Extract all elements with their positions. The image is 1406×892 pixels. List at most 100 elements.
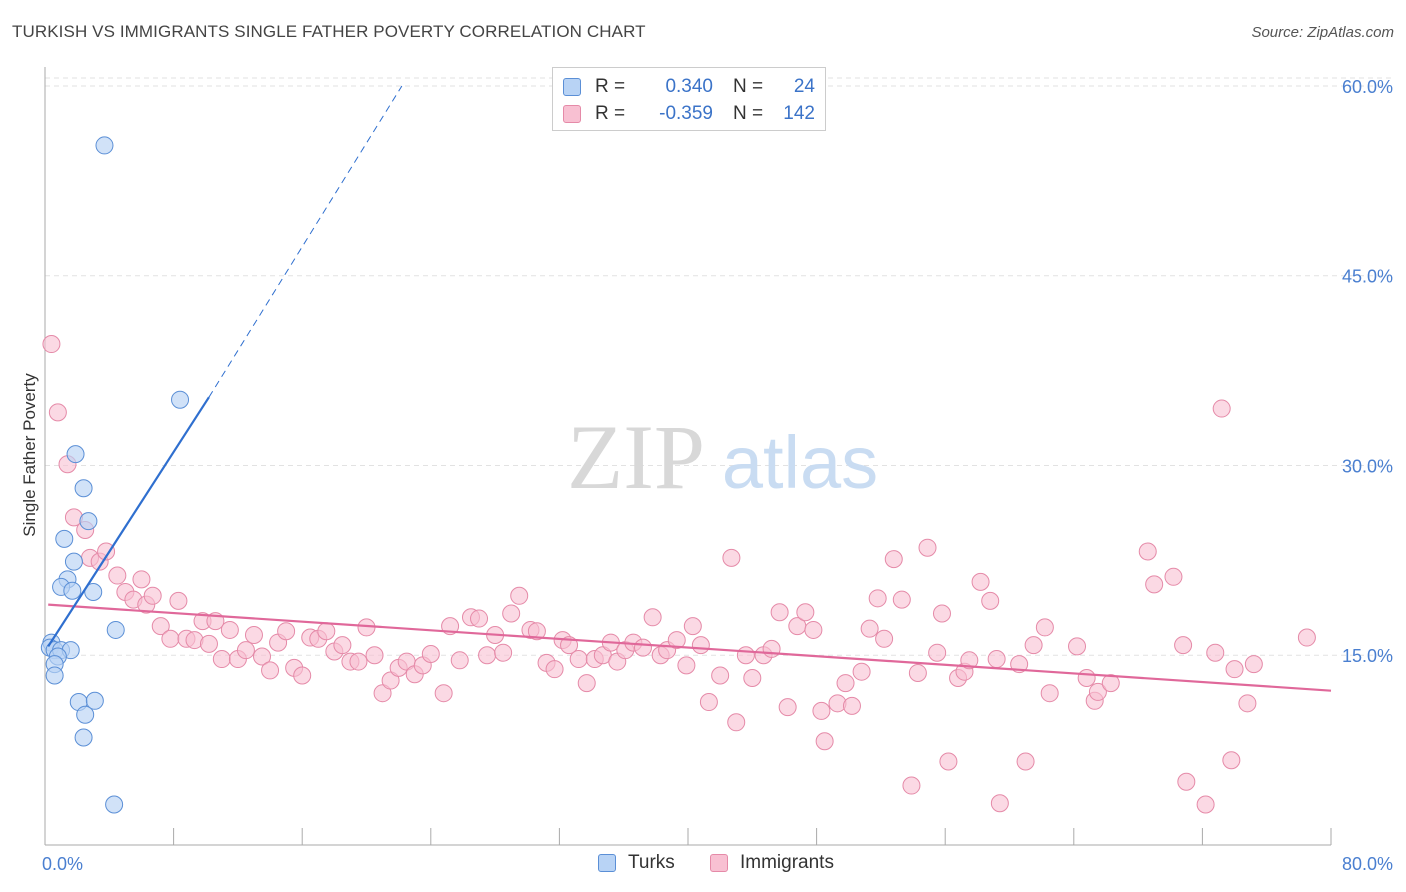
immigrants-point xyxy=(253,647,272,666)
immigrants-point xyxy=(261,661,280,680)
axes xyxy=(44,67,1332,846)
immigrants-point xyxy=(1035,618,1054,637)
turks-point xyxy=(63,581,82,600)
immigrants-point xyxy=(1164,567,1183,586)
immigrants-point xyxy=(450,651,469,670)
immigrants-point xyxy=(220,620,239,639)
immigrants-point xyxy=(736,646,755,665)
immigrants-point xyxy=(1040,684,1059,703)
immigrants-point xyxy=(932,604,951,623)
immigrants-point xyxy=(990,794,1009,813)
n-label: N = xyxy=(733,103,764,124)
immigrants-point xyxy=(1174,636,1193,655)
immigrants-point xyxy=(699,693,718,712)
immigrants-point xyxy=(796,603,815,622)
immigrants-point xyxy=(1244,655,1263,674)
immigrants-point xyxy=(527,622,546,641)
immigrants-point xyxy=(939,752,958,771)
immigrants-point xyxy=(643,608,662,627)
n-value: 142 xyxy=(783,103,815,124)
immigrants-point xyxy=(804,620,823,639)
y-tick-label: 30.0% xyxy=(1342,456,1393,476)
immigrants-point xyxy=(478,646,497,665)
immigrants-point xyxy=(812,701,831,720)
immigrants-point xyxy=(502,604,521,623)
immigrants-swatch xyxy=(563,105,581,123)
n-label: N = xyxy=(733,76,764,97)
immigrants-point xyxy=(199,634,218,653)
n-value: 24 xyxy=(793,76,815,97)
chart-title: TURKISH VS IMMIGRANTS SINGLE FATHER POVE… xyxy=(12,22,646,41)
r-label: R = xyxy=(595,103,626,124)
immigrants-point xyxy=(875,629,894,648)
turks-point xyxy=(85,691,104,710)
immigrants-point xyxy=(143,586,162,605)
immigrants-point xyxy=(868,589,887,608)
turks-point xyxy=(45,666,64,685)
immigrants-point xyxy=(470,609,489,628)
immigrants-point xyxy=(778,698,797,717)
turks-point xyxy=(105,795,124,814)
immigrants-point xyxy=(633,638,652,657)
immigrants-point xyxy=(293,666,312,685)
immigrants-point xyxy=(683,617,702,636)
immigrants-point xyxy=(770,603,789,622)
immigrants-point xyxy=(494,643,513,662)
immigrants-point xyxy=(836,674,855,693)
immigrants-point xyxy=(545,660,564,679)
legend-row-immigrants: R = -0.359 N = 142 xyxy=(563,101,815,127)
turks-point xyxy=(66,445,85,464)
immigrants-point xyxy=(1010,655,1029,674)
immigrants-point xyxy=(421,644,440,663)
watermark: ZIP atlas xyxy=(567,406,878,508)
immigrants-trend-line xyxy=(48,603,1332,692)
immigrants-point xyxy=(381,671,400,690)
turks-swatch xyxy=(598,854,616,872)
immigrants-point xyxy=(711,666,730,685)
immigrants-point xyxy=(48,403,67,422)
immigrants-point xyxy=(108,566,127,585)
immigrants-point xyxy=(691,636,710,655)
immigrants-point xyxy=(1077,669,1096,688)
immigrants-point xyxy=(277,622,296,641)
immigrants-point xyxy=(842,696,861,715)
turks-point xyxy=(55,529,74,548)
immigrants-point xyxy=(743,669,762,688)
series-legend: Turks Immigrants xyxy=(0,852,1406,878)
immigrants-point xyxy=(434,684,453,703)
immigrants-point xyxy=(1225,660,1244,679)
source-label: Source: ZipAtlas.com xyxy=(1251,24,1394,41)
immigrants-point xyxy=(569,650,588,669)
immigrants-point xyxy=(1024,636,1043,655)
correlation-legend: R = 0.340 N = 24 R = -0.359 N = 142 xyxy=(552,67,826,131)
y-axis-label: Single Father Poverty xyxy=(20,373,39,537)
immigrants-point xyxy=(373,684,392,703)
immigrants-point xyxy=(902,776,921,795)
y-tick-label: 45.0% xyxy=(1342,267,1393,287)
immigrants-point xyxy=(132,570,151,589)
immigrants-point xyxy=(244,626,263,645)
r-value: 0.340 xyxy=(665,76,713,97)
turks-point xyxy=(106,620,125,639)
turks-point xyxy=(95,136,114,155)
immigrants-point xyxy=(1222,751,1241,770)
turks-swatch xyxy=(563,78,581,96)
immigrants-point xyxy=(212,650,231,669)
immigrants-point xyxy=(97,542,116,561)
immigrants-points xyxy=(42,335,1316,814)
immigrants-point xyxy=(852,662,871,681)
legend-item-turks[interactable]: Turks xyxy=(598,852,675,874)
immigrants-point xyxy=(365,646,384,665)
immigrants-point xyxy=(1016,752,1035,771)
immigrants-point xyxy=(971,572,990,591)
immigrants-point xyxy=(1068,637,1087,656)
immigrants-point xyxy=(349,652,368,671)
immigrants-point xyxy=(722,548,741,567)
immigrants-point xyxy=(815,732,834,751)
immigrants-point xyxy=(1101,674,1120,693)
turks-trend-extension xyxy=(208,85,403,398)
legend-item-immigrants[interactable]: Immigrants xyxy=(710,852,834,874)
y-tick-label: 15.0% xyxy=(1342,646,1393,666)
immigrants-point xyxy=(1206,643,1225,662)
immigrants-point xyxy=(860,619,879,638)
